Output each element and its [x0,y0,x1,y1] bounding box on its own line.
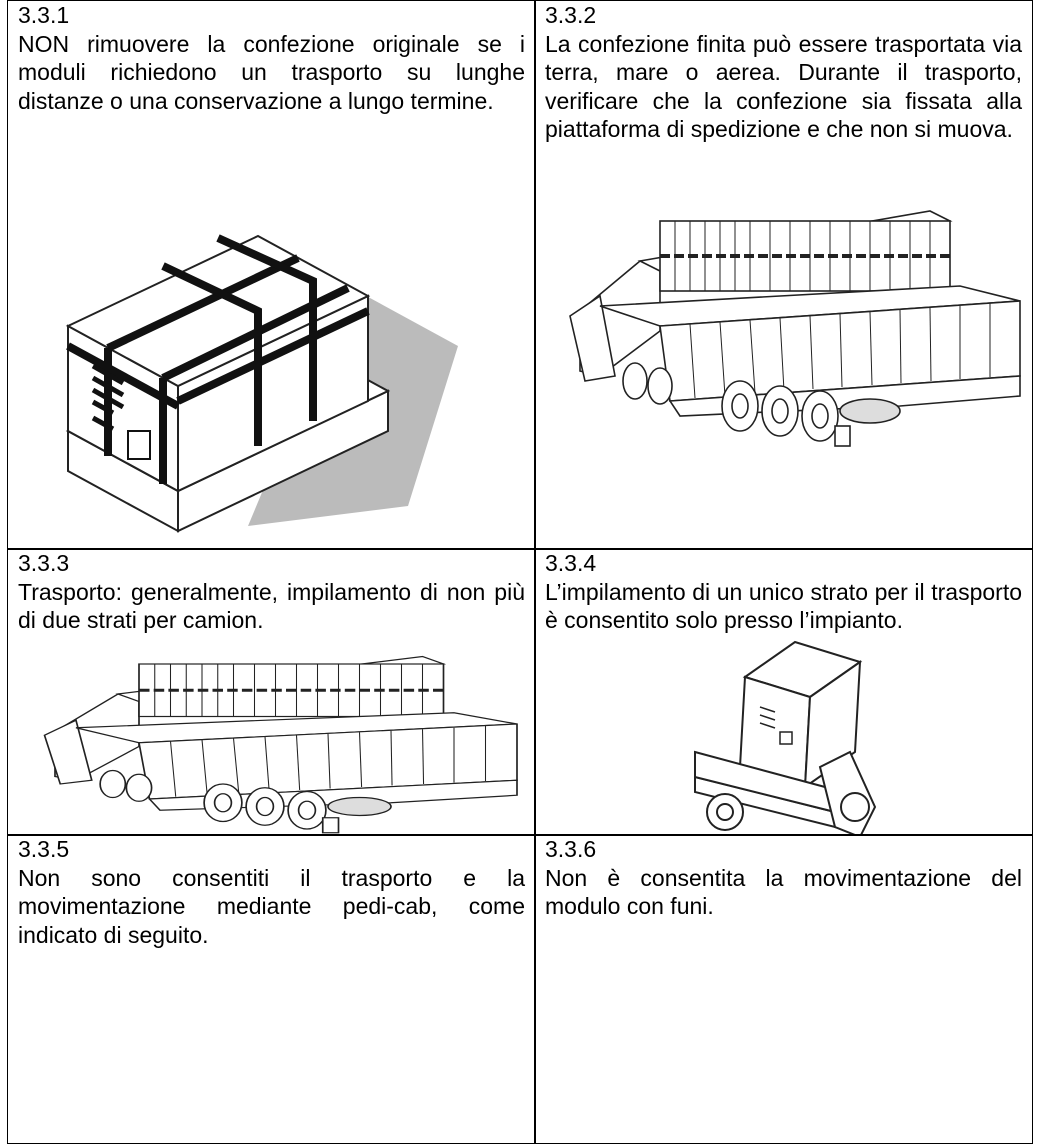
truck-illustration [568,209,1022,448]
cell: 3.3.4 L’impilamento di un unico strato p… [534,548,1033,836]
cell: 3.3.6 Non è consentita la movimentazione… [534,834,1033,1144]
cell: 3.3.1 NON rimuovere la confezione origin… [7,0,536,550]
crate-illustration [65,234,458,533]
cell-text: Non è consentita la movimentazione del m… [545,864,1022,920]
cell-text: La confezione finita può essere trasport… [545,30,1022,143]
cell-number: 3.3.1 [18,2,70,28]
cell-text: NON rimuovere la confezione originale se… [18,30,525,114]
cell-number: 3.3.6 [545,836,597,862]
cell-number: 3.3.5 [18,836,70,862]
cell-text: Trasporto: generalmente, impilamento di … [18,578,525,634]
cell: 3.3.5 Non sono consentiti il trasporto e… [7,834,536,1144]
cell-number: 3.3.4 [545,550,597,576]
cell-text: Non sono consentiti il trasporto e la mo… [18,864,525,948]
truck-illustration [13,649,523,834]
hand-truck-illustration [694,640,877,835]
cell-text: L’impilamento di un unico strato per il … [545,578,1022,634]
cell: 3.3.2 La confezione finita può essere tr… [534,0,1033,550]
cell: 3.3.3 Trasporto: generalmente, impilamen… [7,548,536,836]
cell-number: 3.3.2 [545,2,597,28]
cell-number: 3.3.3 [18,550,70,576]
